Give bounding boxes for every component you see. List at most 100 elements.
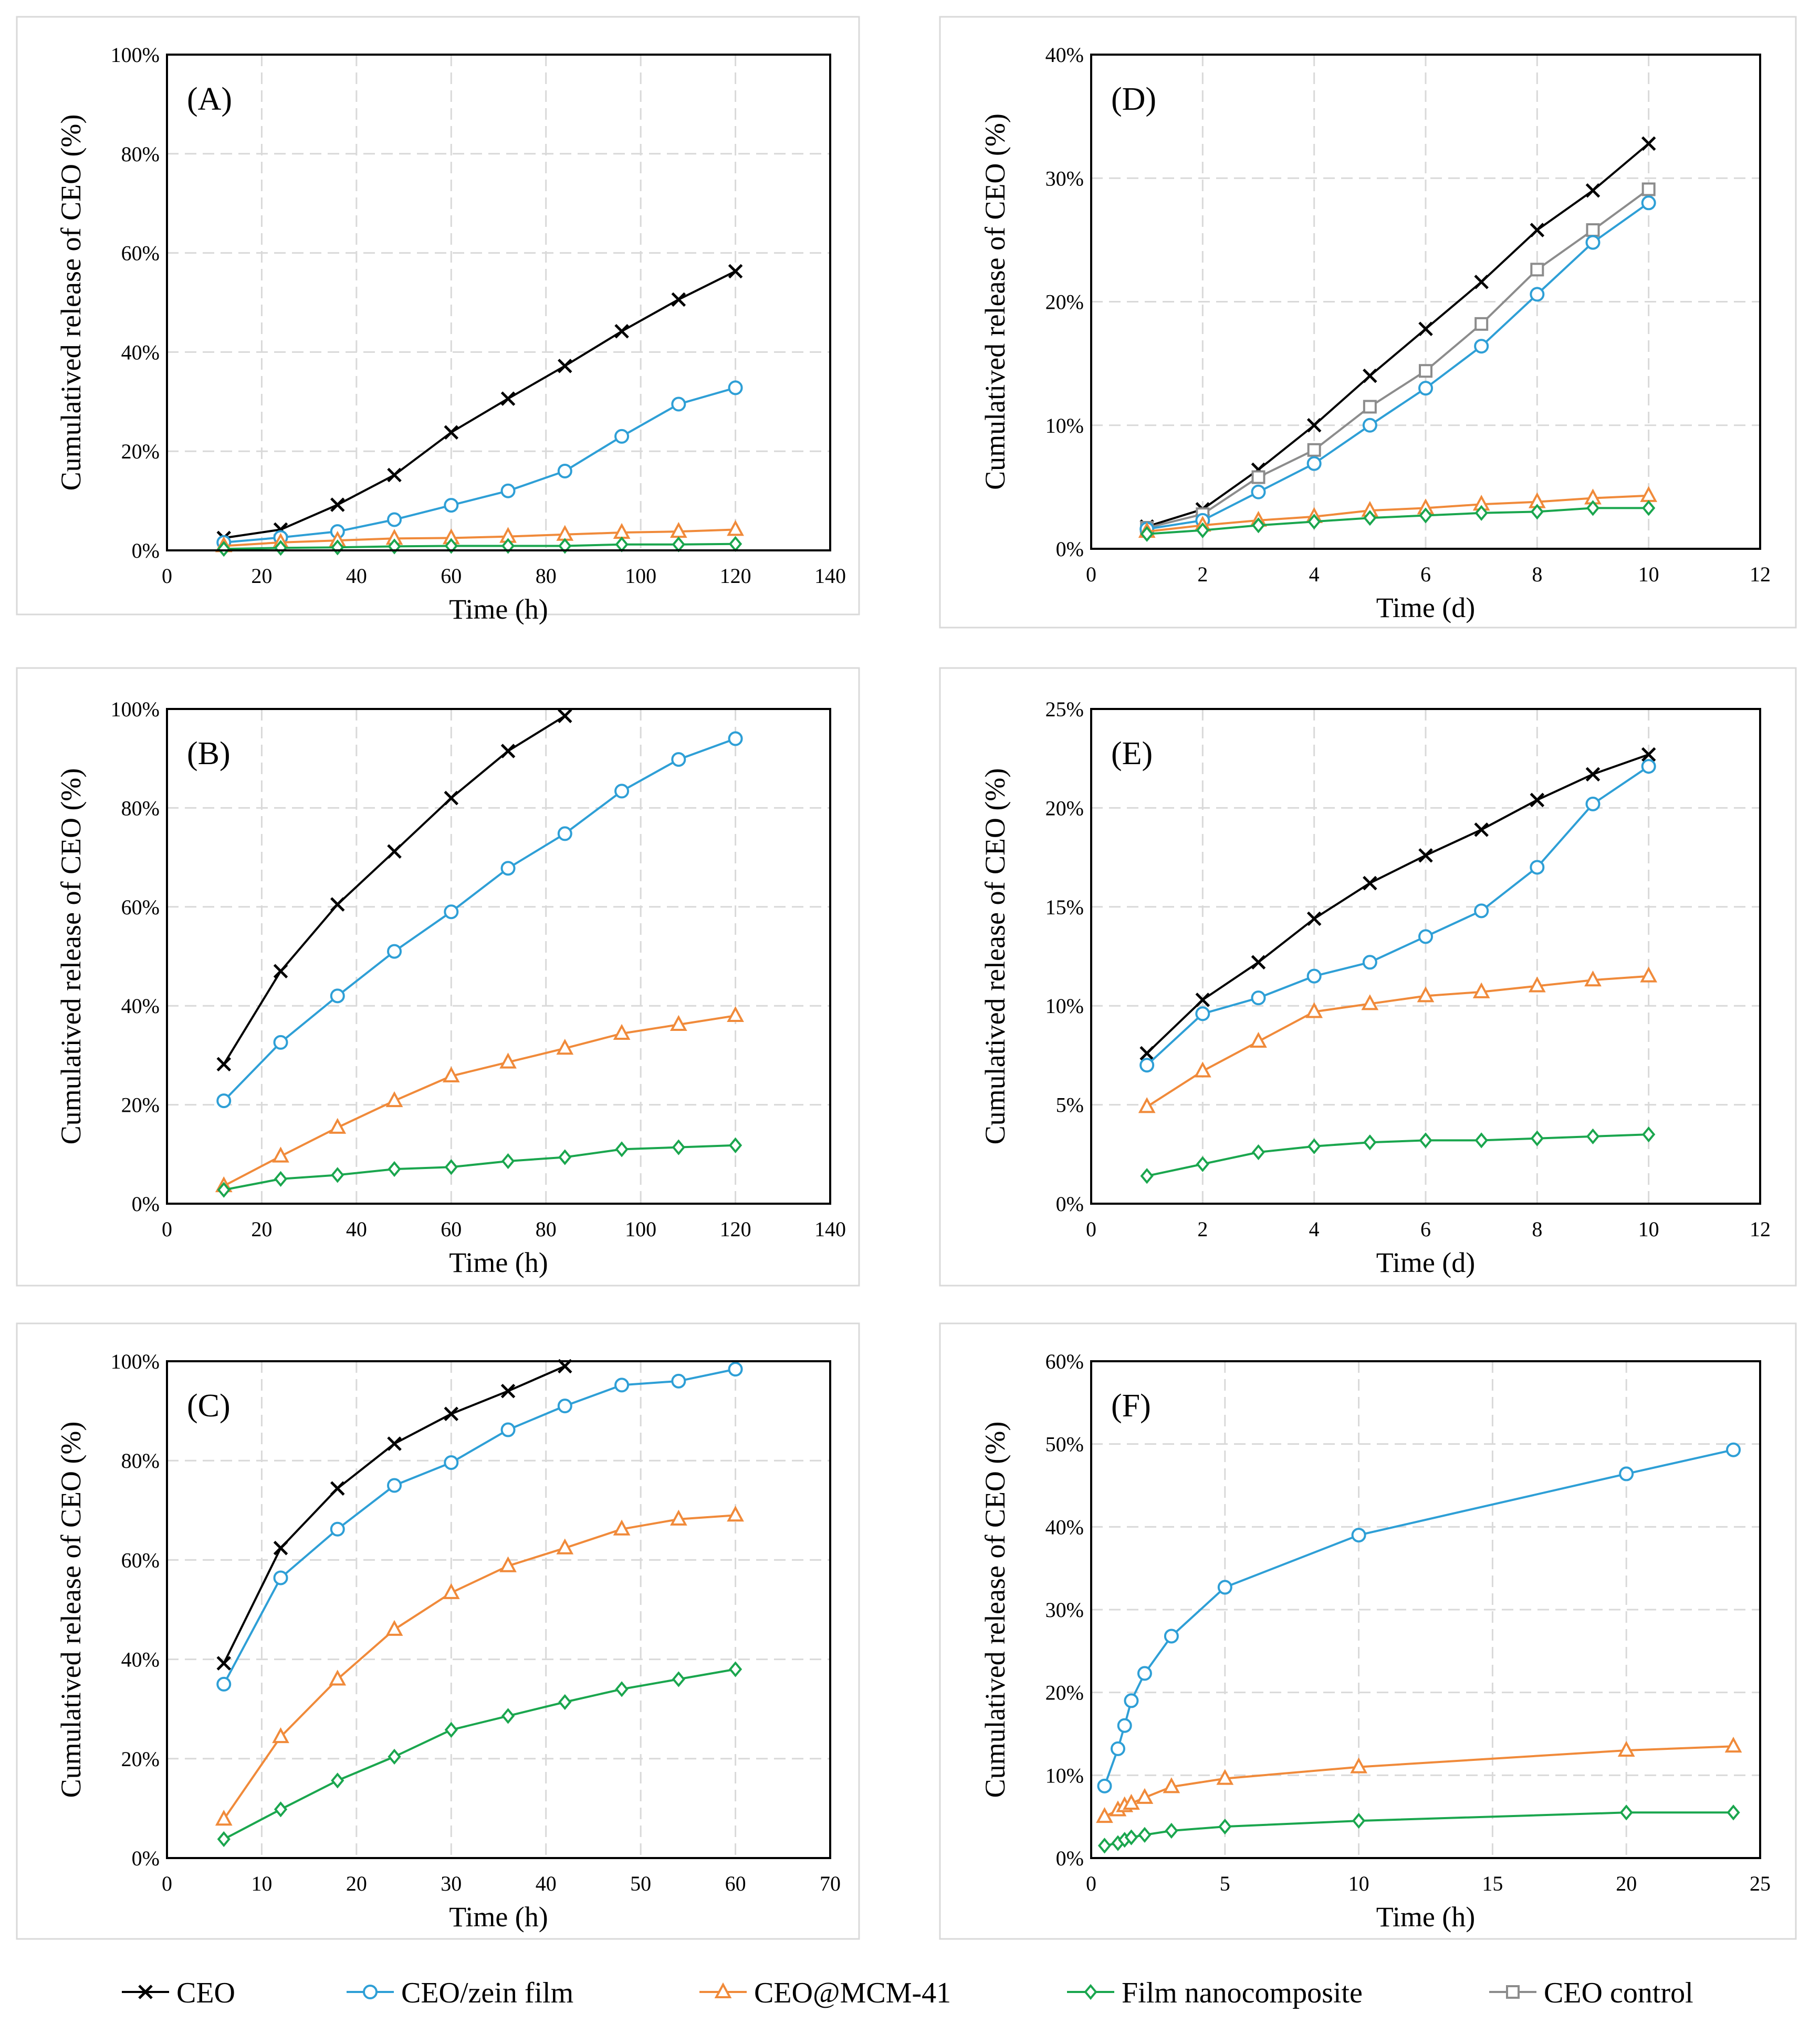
data-point-ceo xyxy=(1474,275,1489,289)
data-point-zein xyxy=(273,1035,288,1050)
y-tick-label: 10% xyxy=(1045,994,1084,1018)
data-point-mcm xyxy=(613,1519,631,1536)
data-point-mcm xyxy=(1136,1788,1154,1804)
data-point-ceo xyxy=(1306,418,1322,433)
data-point-zein xyxy=(728,1362,743,1377)
data-point-ceo xyxy=(1363,875,1377,891)
data-point-ceo xyxy=(1251,955,1266,970)
y-tick-label: 80% xyxy=(121,142,160,166)
data-point-nano xyxy=(1196,522,1209,538)
data-point-nano xyxy=(444,1722,458,1738)
data-point-zein xyxy=(1474,339,1489,354)
data-point-mcm xyxy=(1096,1807,1113,1823)
y-tick-label: 30% xyxy=(1045,1598,1084,1622)
y-axis-title: Cumulatived release of CEO (%) xyxy=(979,113,1011,490)
y-tick-label: 80% xyxy=(121,1449,160,1473)
data-point-mcm xyxy=(670,1509,687,1526)
x-tick-label: 120 xyxy=(720,564,751,588)
y-tick-label: 15% xyxy=(1045,895,1084,919)
data-point-ceo xyxy=(330,497,345,512)
data-point-mcm xyxy=(272,1146,289,1163)
series-line-mcm xyxy=(223,1514,736,1820)
data-point-nano xyxy=(274,1171,288,1187)
data-point-ceo xyxy=(1641,747,1656,762)
series-line-ceo xyxy=(1146,753,1649,1055)
x-axis-title: Time (h) xyxy=(449,1901,548,1933)
data-point-nano xyxy=(331,1167,344,1183)
legend-marker-nano xyxy=(1084,1984,1097,2000)
data-point-zein xyxy=(1530,287,1545,302)
data-point-zein xyxy=(557,1399,572,1414)
legend-item-ceo: CEO xyxy=(122,1977,235,2009)
data-point-nano xyxy=(1097,1838,1112,1854)
panel-label: (E) xyxy=(1111,736,1153,771)
data-point-nano xyxy=(1363,1134,1377,1151)
data-point-ceo xyxy=(1306,911,1322,926)
y-axis-title: Cumulatived release of CEO (%) xyxy=(979,1422,1011,1798)
data-point-ceo xyxy=(1474,822,1489,837)
data-point-ceo xyxy=(273,964,288,979)
y-tick-label: 20% xyxy=(121,1093,160,1117)
y-tick-label: 40% xyxy=(121,340,160,364)
x-axis-title: Time (h) xyxy=(1376,1901,1476,1933)
data-point-mcm xyxy=(727,1506,744,1522)
data-point-zein xyxy=(500,861,516,876)
data-point-zein xyxy=(1530,860,1545,875)
data-point-ceo xyxy=(614,324,629,339)
panels-layer: 0%20%40%60%80%100%0 20 40 60 80 100 120 140Time… xyxy=(16,16,1797,1940)
series-line-mcm xyxy=(1146,975,1649,1108)
x-tick-label: 25 xyxy=(1750,1872,1771,1895)
panel-frame xyxy=(939,1322,1797,1940)
y-tick-label: 0% xyxy=(132,1846,160,1870)
data-point-zein xyxy=(1306,968,1322,984)
x-tick-label: 50 xyxy=(630,1872,651,1895)
data-point-nano xyxy=(728,1137,742,1153)
y-tick-label: 20% xyxy=(121,440,160,463)
data-point-ceo xyxy=(387,467,402,483)
data-point-zein xyxy=(444,1455,459,1470)
data-point-nano xyxy=(558,1694,572,1710)
data-point-zein xyxy=(1217,1580,1232,1595)
plot-area xyxy=(166,1360,831,1859)
series-line-ceo xyxy=(1146,142,1649,528)
legend-label-nano: Film nanocomposite xyxy=(1122,1977,1363,2009)
data-point-ceo xyxy=(1195,993,1210,1007)
data-point-zein xyxy=(1137,1666,1152,1681)
x-tick-label: 4 xyxy=(1309,562,1320,586)
data-point-nano xyxy=(388,1748,401,1765)
legend-item-nano: Film nanocomposite xyxy=(1067,1977,1363,2009)
data-point-control xyxy=(1641,182,1656,196)
data-point-ceo xyxy=(1530,223,1545,237)
panel-label: (B) xyxy=(187,736,231,771)
y-axis-title: Cumulatived release of CEO (%) xyxy=(55,114,87,491)
data-point-nano xyxy=(1251,1144,1265,1161)
data-point-zein xyxy=(557,826,572,841)
x-tick-label: 0 xyxy=(1086,1872,1096,1895)
x-tick-label: 60 xyxy=(441,1217,462,1241)
y-tick-label: 100% xyxy=(111,697,160,721)
data-point-ceo xyxy=(1418,848,1433,863)
y-tick-label: 40% xyxy=(121,1648,160,1672)
plot-area xyxy=(1090,54,1761,550)
data-point-mcm xyxy=(442,1066,460,1082)
y-tick-label: 20% xyxy=(121,1747,160,1771)
data-point-zein xyxy=(671,752,686,767)
data-point-mcm xyxy=(329,1118,347,1134)
data-point-nano xyxy=(501,1708,515,1724)
data-point-zein xyxy=(1306,456,1322,471)
x-tick-label: 100 xyxy=(625,1217,656,1241)
x-axis-title: Time (d) xyxy=(1376,592,1476,623)
legend-label-mcm: CEO@MCM-41 xyxy=(754,1977,951,2009)
data-point-ceo xyxy=(500,1383,516,1399)
y-axis-title: Cumulatived release of CEO (%) xyxy=(979,768,1011,1145)
data-point-zein xyxy=(273,1570,288,1585)
x-tick-label: 40 xyxy=(346,564,367,588)
data-point-nano xyxy=(1619,1804,1633,1821)
data-point-zein xyxy=(671,397,686,412)
data-point-mcm xyxy=(1216,1769,1234,1785)
data-point-zein xyxy=(1418,929,1433,944)
data-point-zein xyxy=(1641,759,1656,774)
y-tick-label: 30% xyxy=(1045,166,1084,190)
data-point-ceo xyxy=(216,1656,232,1671)
data-point-ceo xyxy=(444,425,459,440)
